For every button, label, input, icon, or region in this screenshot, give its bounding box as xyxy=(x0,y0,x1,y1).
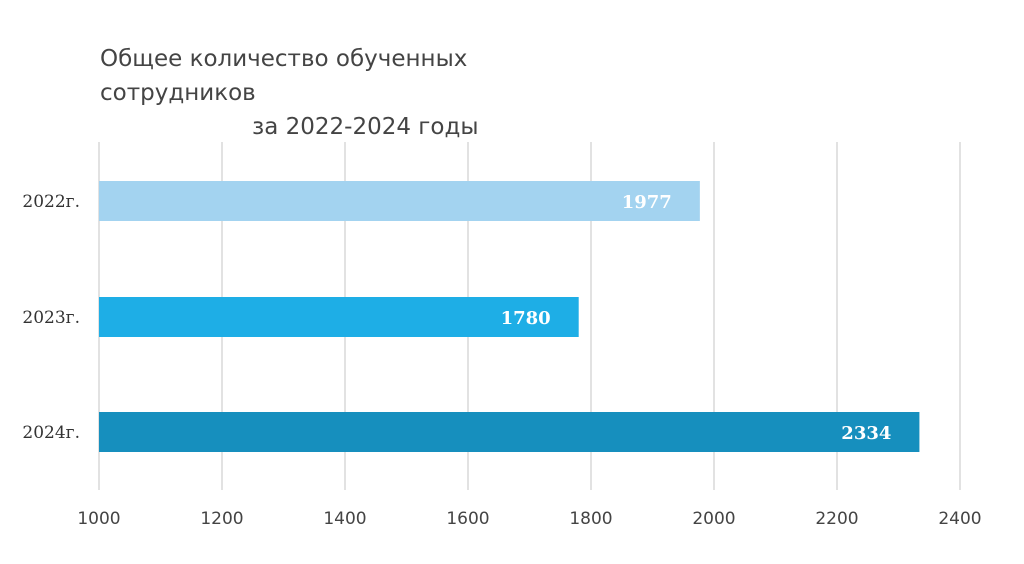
bar xyxy=(99,412,920,452)
bar-value-label: 1780 xyxy=(501,308,551,329)
x-tick-label: 2200 xyxy=(815,509,858,529)
x-tick-label: 2000 xyxy=(692,509,735,529)
category-label: 2023г. xyxy=(22,308,80,328)
bar xyxy=(99,297,579,337)
category-labels: 2022г. 2023г. 2024г. xyxy=(22,192,80,443)
chart-title-line-1: Общее количество обученных сотрудников xyxy=(100,46,468,106)
category-label: 2024г. xyxy=(22,423,80,443)
bar-value-label: 1977 xyxy=(622,192,672,213)
x-tick-labels: 1000 1200 1400 1600 1800 2000 2200 2400 xyxy=(77,509,981,529)
x-tick-label: 2400 xyxy=(938,509,981,529)
x-tick-label: 1000 xyxy=(77,509,120,529)
bars: 1977 1780 2334 xyxy=(99,181,920,452)
chart-title: Общее количество обученных сотрудников з… xyxy=(100,42,630,144)
x-tick-label: 1200 xyxy=(200,509,243,529)
x-tick-label: 1600 xyxy=(446,509,489,529)
x-tick-label: 1800 xyxy=(569,509,612,529)
chart-title-line-2: за 2022-2024 годы xyxy=(252,114,479,140)
category-label: 2022г. xyxy=(22,192,80,212)
x-tick-label: 1400 xyxy=(323,509,366,529)
bar-value-label: 2334 xyxy=(841,423,891,444)
bar xyxy=(99,181,700,221)
